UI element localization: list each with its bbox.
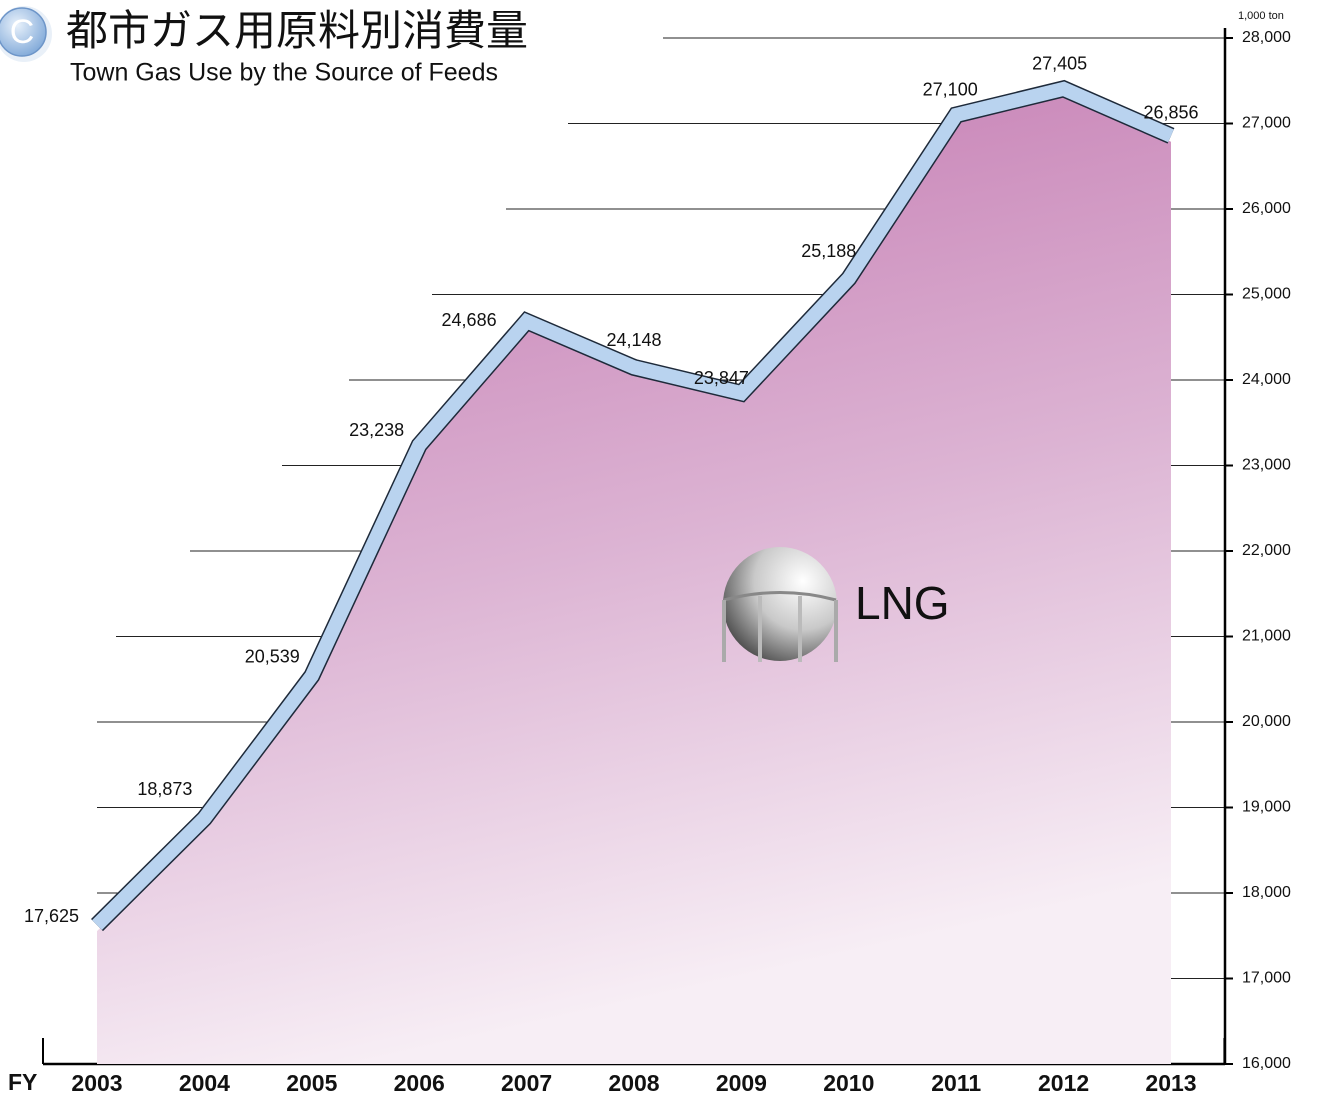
value-label: 23,238 <box>349 420 404 440</box>
x-axis-label: FY <box>8 1069 37 1095</box>
y-tick-label: 27,000 <box>1242 115 1291 132</box>
y-tick-label: 24,000 <box>1242 371 1291 388</box>
value-label: 17,625 <box>24 906 79 926</box>
x-tick-label: 2010 <box>823 1070 874 1096</box>
value-label: 20,539 <box>245 647 300 667</box>
x-tick-label: 2008 <box>608 1070 659 1096</box>
chart: LNG C 都市ガス用原料別消費量 Town Gas Use by the So… <box>0 0 1320 1104</box>
plot <box>97 89 1171 1064</box>
y-tick-label: 25,000 <box>1242 286 1291 303</box>
y-tick-label: 20,000 <box>1242 713 1291 730</box>
x-tick-label: 2003 <box>71 1070 122 1096</box>
page: LNG C 都市ガス用原料別消費量 Town Gas Use by the So… <box>0 0 1320 1104</box>
value-label: 26,856 <box>1143 103 1198 123</box>
value-label: 18,873 <box>137 779 192 799</box>
x-tick-label: 2006 <box>394 1070 445 1096</box>
value-label: 23,847 <box>694 368 749 388</box>
chart-subtitle: Town Gas Use by the Source of Feeds <box>70 59 498 87</box>
value-label: 27,405 <box>1032 54 1087 74</box>
annotation: LNG <box>855 577 950 629</box>
y-axis-unit: 1,000 ton <box>1238 10 1284 22</box>
y-tick-label: 22,000 <box>1242 542 1291 559</box>
y-tick-label: 19,000 <box>1242 799 1291 816</box>
x-tick-label: 2012 <box>1038 1070 1089 1096</box>
value-label: 27,100 <box>923 80 978 100</box>
y-tick-label: 18,000 <box>1242 884 1291 901</box>
value-label: 25,188 <box>801 241 856 261</box>
y-tick-label: 21,000 <box>1242 628 1291 645</box>
value-label: 24,686 <box>442 310 497 330</box>
badge-letter: C <box>10 13 35 51</box>
x-tick-label: 2007 <box>501 1070 552 1096</box>
x-tick-label: 2013 <box>1145 1070 1196 1096</box>
y-tick-label: 26,000 <box>1242 200 1291 217</box>
chart-title: 都市ガス用原料別消費量 <box>66 7 528 54</box>
x-tick-label: 2005 <box>286 1070 337 1096</box>
x-tick-label: 2004 <box>179 1070 230 1096</box>
x-tick-label: 2011 <box>931 1070 981 1096</box>
y-tick-label: 17,000 <box>1242 970 1291 987</box>
area <box>97 95 1171 1064</box>
y-tick-label: 23,000 <box>1242 457 1291 474</box>
y-tick-label: 28,000 <box>1242 29 1291 46</box>
y-tick-label: 16,000 <box>1242 1055 1291 1072</box>
value-label: 24,148 <box>606 330 661 350</box>
x-tick-label: 2009 <box>716 1070 767 1096</box>
